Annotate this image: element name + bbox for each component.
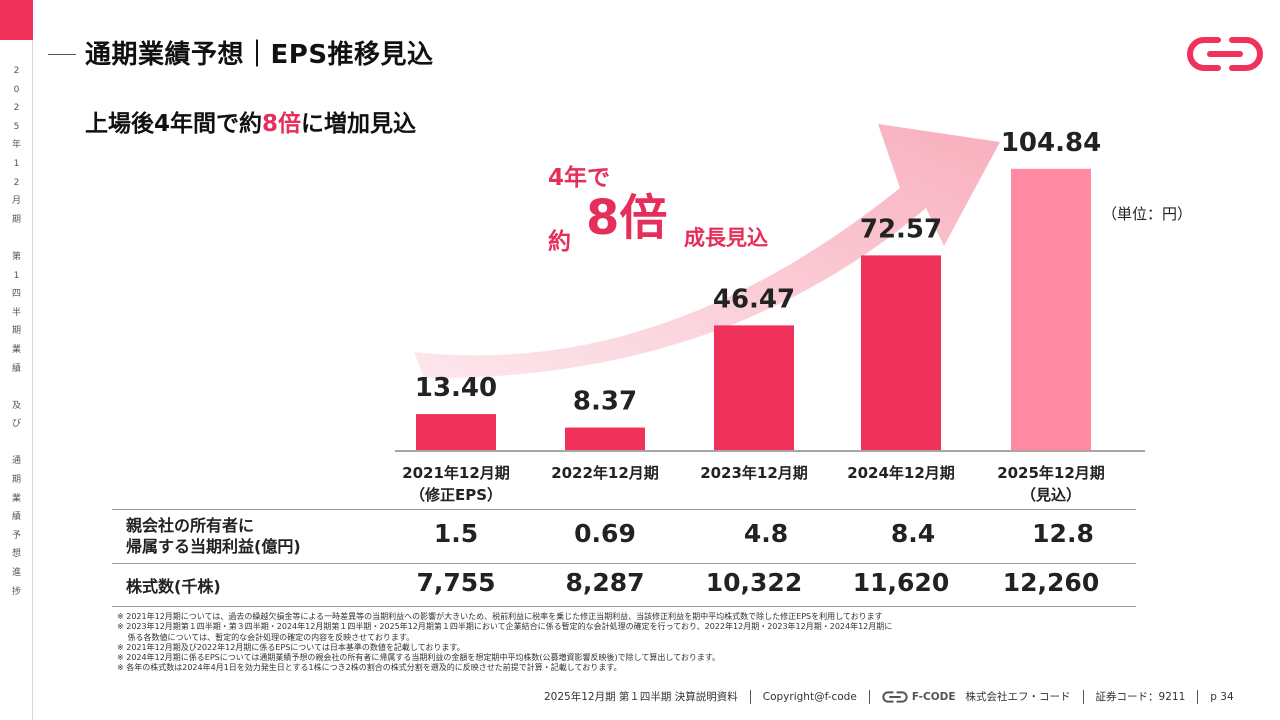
table-cell: 8.4 [890, 519, 936, 548]
row-label-profit: 親会社の所有者に 帰属する当期利益(億円) [126, 515, 301, 557]
side-char: 2 [13, 66, 20, 76]
table-rule-bottom [112, 606, 1136, 607]
side-char: 0 [13, 84, 20, 95]
callout-line1: 4年で [548, 165, 611, 191]
bar-2 [714, 325, 794, 450]
side-char: 月 [11, 196, 21, 207]
side-char: 年 [11, 140, 21, 151]
title-rule [48, 54, 76, 55]
footer-logo-icon [882, 690, 908, 703]
side-char: び [11, 419, 21, 430]
x-tick-label: 2023年12月期 [700, 464, 808, 482]
footer-separator [749, 689, 751, 704]
footnote-line: 係る各数値については、暫定的な会計処理の確定の内容を反映させております。 [117, 632, 415, 642]
footer-separator [1197, 689, 1199, 704]
table-cell: 12,260 [1002, 568, 1100, 597]
side-char [0, 434, 33, 453]
bar-value-label-0: 13.40 [415, 373, 497, 403]
footer-company: 株式会社エフ・コード [965, 691, 1071, 703]
f-code-logo-icon [1187, 37, 1263, 71]
unit-label: （単位：円） [1102, 205, 1193, 223]
side-char: 業 [11, 493, 21, 504]
side-char: 進 [11, 568, 21, 579]
callout-big: 8倍 [586, 190, 668, 246]
callout-yaku: 約 [548, 229, 571, 255]
x-tick-label: 2022年12月期 [551, 464, 659, 482]
table-cell: 8,287 [565, 568, 645, 597]
table-rule-mid [112, 563, 1136, 564]
footer-page: p 34 [1210, 690, 1234, 703]
subtitle: 上場後4年間で約8倍に増加見込 [85, 104, 416, 138]
table-cell: 12.8 [1032, 519, 1094, 548]
footer-copyright: Copyright@f-code [762, 690, 857, 703]
x-tick-label: 2021年12月期 （修正EPS） [402, 464, 510, 504]
footnote-line: ※ 2023年12月期第１四半期・第３四半期・2024年12月期第１四半期・20… [117, 622, 893, 632]
bar-4 [1011, 168, 1091, 450]
side-char: 第 [11, 251, 21, 262]
side-char [0, 229, 33, 248]
side-char: 5 [13, 121, 20, 132]
side-char: 期 [11, 214, 21, 225]
table-cell: 10,322 [705, 568, 803, 597]
x-tick-label: 2024年12月期 [847, 464, 955, 482]
side-char: 2 [13, 103, 20, 114]
side-char: 捗 [11, 586, 21, 597]
table-rule-top [112, 509, 1136, 510]
footnote-line: ※ 各年の株式数は2024年4月1日を効力発生日とする1株につき2株の割合の株式… [117, 663, 622, 673]
footer-code: 証券コード：9211 [1095, 691, 1186, 703]
side-char: 2 [13, 177, 20, 188]
subtitle-highlight: 8倍 [262, 111, 302, 137]
side-char: 績 [11, 363, 21, 374]
bar-0 [416, 414, 496, 450]
footer-separator [1082, 689, 1084, 704]
table-cell: 1.5 [433, 519, 479, 548]
bar-3 [861, 255, 941, 450]
bar-value-label-4: 104.84 [1001, 128, 1101, 158]
side-char: 四 [11, 289, 21, 300]
bar-1 [565, 427, 645, 450]
row-label-profit-line2: 帰属する当期利益(億円) [126, 537, 301, 556]
table-cell: 7,755 [416, 568, 496, 597]
table-cell: 0.69 [574, 519, 636, 548]
side-char: 1 [13, 158, 20, 169]
side-char: 期 [11, 326, 21, 337]
side-char: 及 [11, 400, 21, 411]
footer-separator [868, 689, 870, 704]
side-char: 績 [11, 512, 21, 523]
table-cell: 11,620 [852, 568, 950, 597]
subtitle-prefix: 上場後4年間で約 [85, 111, 263, 137]
row-label-profit-line1: 親会社の所有者に [126, 516, 255, 535]
side-accent [0, 0, 33, 40]
footer: 2025年12月期 第１四半期 決算説明資料 Copyright@f-code … [544, 689, 1234, 704]
callout-growth: 成長見込 [684, 226, 768, 250]
footnotes: ※ 2021年12月期については、過去の繰越欠損金等による一時差異等の当期利益へ… [117, 612, 997, 674]
side-char: 業 [11, 344, 21, 355]
side-char: 期 [11, 475, 21, 486]
footer-doc: 2025年12月期 第１四半期 決算説明資料 [544, 691, 738, 703]
side-char: 通 [11, 456, 21, 467]
footnote-line: ※ 2021年12月期及び2022年12月期に係るEPSについては日本基準の数値… [117, 642, 465, 652]
row-label-shares: 株式数(千株) [126, 577, 221, 596]
footnote-line: ※ 2024年12月期に係るEPSについては通期業績予想の親会社の所有者に帰属す… [117, 653, 721, 663]
x-tick-label: 2025年12月期 （見込） [997, 464, 1105, 504]
side-char: 予 [11, 530, 21, 541]
bar-value-label-3: 72.57 [860, 214, 942, 244]
footer-brand: F-CODE [882, 690, 956, 704]
side-char: 想 [11, 549, 21, 560]
page-title: 通期業績予想｜EPS推移見込 [85, 40, 434, 70]
bar-value-label-1: 8.37 [573, 387, 637, 417]
footer-brand-text: F-CODE [911, 690, 956, 703]
side-char: 1 [13, 270, 20, 281]
subtitle-suffix: に増加見込 [301, 111, 417, 137]
side-char: 半 [11, 307, 21, 318]
bar-value-label-2: 46.47 [713, 284, 795, 314]
footnote-line: ※ 2021年12月期については、過去の繰越欠損金等による一時差異等の当期利益へ… [117, 612, 883, 621]
side-char [0, 378, 33, 397]
table-cell: 4.8 [743, 519, 789, 548]
